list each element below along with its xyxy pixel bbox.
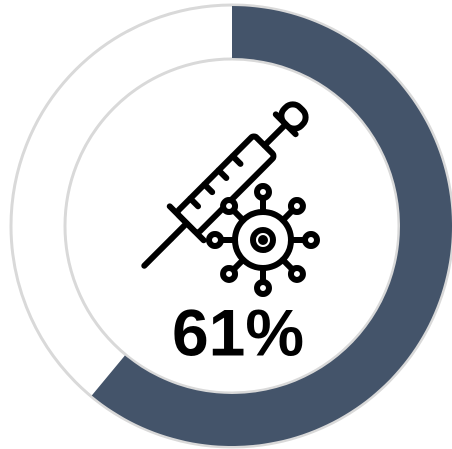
virus: [206, 183, 320, 297]
track-outer: [9, 3, 452, 449]
value-label: 61%: [172, 295, 304, 369]
ring: [9, 3, 452, 449]
syringe-mark: [215, 167, 230, 182]
vaccine-icon: [141, 101, 320, 297]
virus-knob: [254, 279, 272, 297]
syringe-needle-base: [168, 220, 190, 242]
virus-knob: [220, 264, 239, 283]
syringe-cap: [278, 101, 309, 132]
syringe-mark: [187, 195, 202, 210]
track-inner: [63, 57, 401, 395]
virus-knob: [206, 231, 224, 249]
donut-segment: [91, 6, 452, 446]
virus-knob: [302, 231, 320, 249]
syringe-mark: [229, 153, 244, 167]
virus-knob: [287, 264, 306, 283]
virus-knob: [254, 183, 272, 201]
virus-knob: [220, 197, 239, 216]
syringe-mark: [201, 181, 216, 196]
virus-knob: [287, 197, 306, 216]
syringe-needle: [141, 235, 175, 269]
syringe-plunger: [261, 121, 289, 149]
